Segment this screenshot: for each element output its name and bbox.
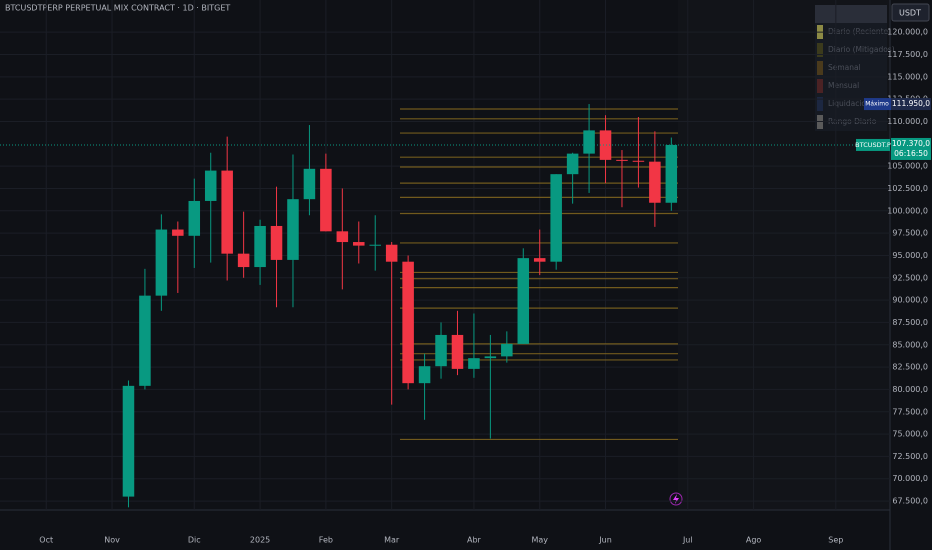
chart-title: BTCUSDTPERP PERPETUAL MIX CONTRACT · 1D … [5,4,230,13]
y-tick-label: 70.000,0 [892,474,928,483]
y-tick-label: 95.000,0 [892,251,928,260]
candle-body [616,159,628,161]
high-value-tag [891,98,931,111]
y-tick-label: 97.500,0 [892,229,928,238]
y-tick-label: 77.500,0 [892,407,928,416]
x-tick-label: Nov [104,536,120,545]
legend-swatch [817,79,823,93]
legend-label: Diario (Reciente) [828,27,891,36]
alert-icon[interactable] [669,492,683,506]
y-tick-label: 72.500,0 [892,452,928,461]
candle-body [336,231,349,243]
candle-body [320,168,332,232]
y-tick-label: 105.000,0 [887,162,928,171]
y-tick-label: 85.000,0 [892,340,928,349]
x-tick-label: May [531,536,548,545]
legend-label: Diario (Mitigados) [828,45,895,54]
candle-body [155,229,168,296]
y-tick-label: 102.500,0 [887,184,928,193]
x-tick-label: Sep [828,536,843,545]
x-tick-label: Ago [746,536,762,545]
candle-body [287,199,299,260]
candle-body [649,161,661,203]
y-tick-label: 117.500,0 [887,50,928,59]
x-tick-label: Jul [682,536,693,545]
candle-body [188,200,201,236]
candle-body [418,366,431,384]
candle-body [221,170,233,254]
y-tick-label: 75.000,0 [892,430,928,439]
candle-body [369,244,381,246]
candle-body [468,358,480,369]
y-tick-label: 100.000,0 [887,206,928,215]
y-tick-label: 90.000,0 [892,296,928,305]
alert-bolt [673,494,679,504]
candle-body [599,130,612,160]
candle-body [270,225,283,260]
currency-button[interactable] [891,3,930,22]
candle-body [303,168,316,200]
candle-body [172,229,184,236]
legend-label: Mensual [828,81,859,90]
candle-body [122,385,135,497]
legend-swatch [817,97,823,111]
currency-label: USDT [899,9,921,18]
candle-body [665,144,678,203]
candle-body [484,356,497,359]
legend-swatch [817,115,823,129]
legend: Diario (Reciente) Diario (Mitigados) Seman… [815,5,895,131]
candle-body [583,130,595,154]
x-tick-label: Mar [384,536,400,545]
countdown: 06:16:50 [894,149,928,158]
legend-header [815,5,887,23]
y-tick-label: 92.500,0 [892,273,928,282]
y-tick-label: 115.000,0 [887,72,928,81]
last-price-tag [891,137,931,160]
x-tick-label: Dic [188,536,201,545]
candle-body [566,153,579,175]
candle-body [451,334,464,369]
candle-body [254,225,266,268]
symbol-tag [856,138,890,151]
candle-body [533,258,546,262]
x-tick-label: 2025 [250,536,270,545]
last-price-label: 107.370,0 [892,139,930,148]
candle-body [204,170,217,201]
high-name-tag [864,98,891,111]
high-value: 111.950,0 [892,99,930,108]
y-tick-label: 87.500,0 [892,318,928,327]
legend-swatch [817,61,823,75]
x-tick-label: Oct [39,536,53,545]
legend-swatch [817,43,823,57]
candle-body [385,244,398,262]
x-tick-label: Jun [598,536,612,545]
y-tick-label: 67.500,0 [892,497,928,506]
candle-body [402,261,414,384]
y-tick-label: 120.000,0 [887,28,928,37]
candle-body [550,174,562,262]
y-tick-label: 110.000,0 [887,117,928,126]
high-name: Máximo [865,101,889,108]
x-tick-label: Abr [467,536,482,545]
legend-label: Liquidaciones [828,99,879,108]
candle-body [501,343,513,357]
candle-body [353,242,365,246]
candle-body [237,253,250,268]
candle-body [435,334,447,367]
candle-body [139,295,151,386]
candle-body [632,160,645,162]
x-tick-label: Feb [319,536,333,545]
y-tick-label: 80.000,0 [892,385,928,394]
y-tick-label: 82.500,0 [892,363,928,372]
candle-body [517,258,530,344]
legend-label: Semanal [828,63,861,72]
symbol-label: BTCUSDT.P [855,141,891,149]
